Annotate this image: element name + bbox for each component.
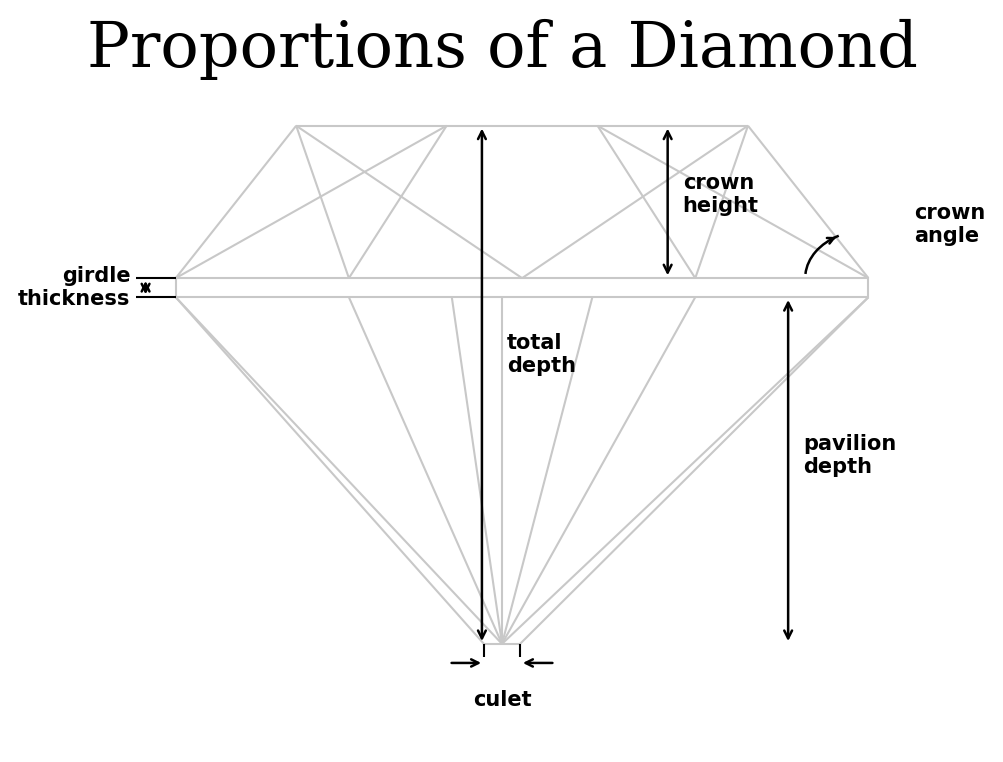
Text: crown
height: crown height — [682, 173, 758, 216]
Text: crown
angle: crown angle — [913, 203, 984, 246]
Text: culet: culet — [472, 690, 531, 709]
Text: girdle
thickness: girdle thickness — [18, 266, 130, 309]
Text: Proportions of a Diamond: Proportions of a Diamond — [86, 19, 917, 80]
Text: pavilion
depth: pavilion depth — [802, 434, 896, 477]
Text: total
depth: total depth — [507, 333, 576, 376]
